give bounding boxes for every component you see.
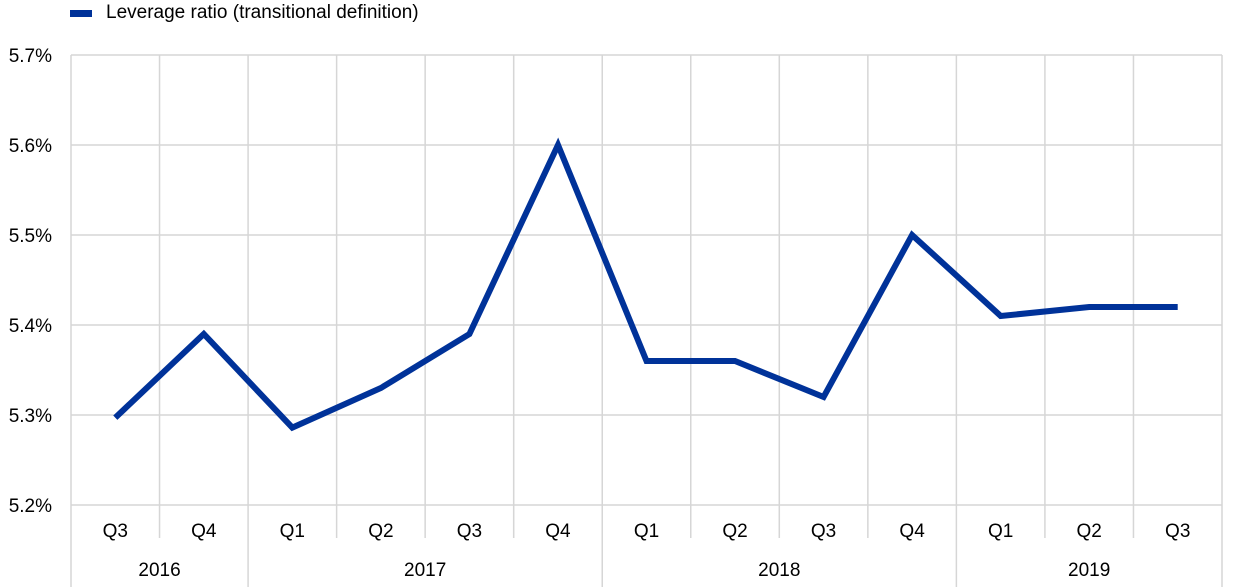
- x-tick-label: Q2: [368, 521, 393, 542]
- x-tick-label: Q1: [634, 521, 659, 542]
- y-tick-label: 5.5%: [9, 226, 52, 247]
- year-label: 2017: [404, 560, 446, 581]
- x-tick-label: Q4: [899, 521, 925, 542]
- x-tick-label: Q2: [1077, 521, 1102, 542]
- y-tick-label: 5.2%: [9, 496, 52, 517]
- x-tick-label: Q3: [457, 521, 482, 542]
- y-tick-label: 5.3%: [9, 406, 52, 427]
- legend-swatch: [70, 9, 92, 17]
- y-tick-label: 5.4%: [9, 316, 52, 337]
- x-tick-label: Q1: [988, 521, 1013, 542]
- x-tick-label: Q4: [191, 521, 217, 542]
- y-tick-label: 5.6%: [9, 136, 52, 157]
- y-tick-label: 5.7%: [9, 46, 52, 67]
- x-tick-label: Q3: [1165, 521, 1190, 542]
- x-tick-label: Q3: [103, 521, 128, 542]
- series-line: [113, 137, 1178, 432]
- x-tick-label: Q2: [722, 521, 747, 542]
- year-label: 2016: [138, 560, 180, 581]
- year-label: 2018: [758, 560, 800, 581]
- x-tick-label: Q1: [280, 521, 305, 542]
- legend: Leverage ratio (transitional definition): [70, 2, 419, 24]
- x-tick-label: Q3: [811, 521, 836, 542]
- legend-label: Leverage ratio (transitional definition): [106, 2, 419, 23]
- x-tick-label: Q4: [545, 521, 571, 542]
- year-label: 2019: [1068, 560, 1110, 581]
